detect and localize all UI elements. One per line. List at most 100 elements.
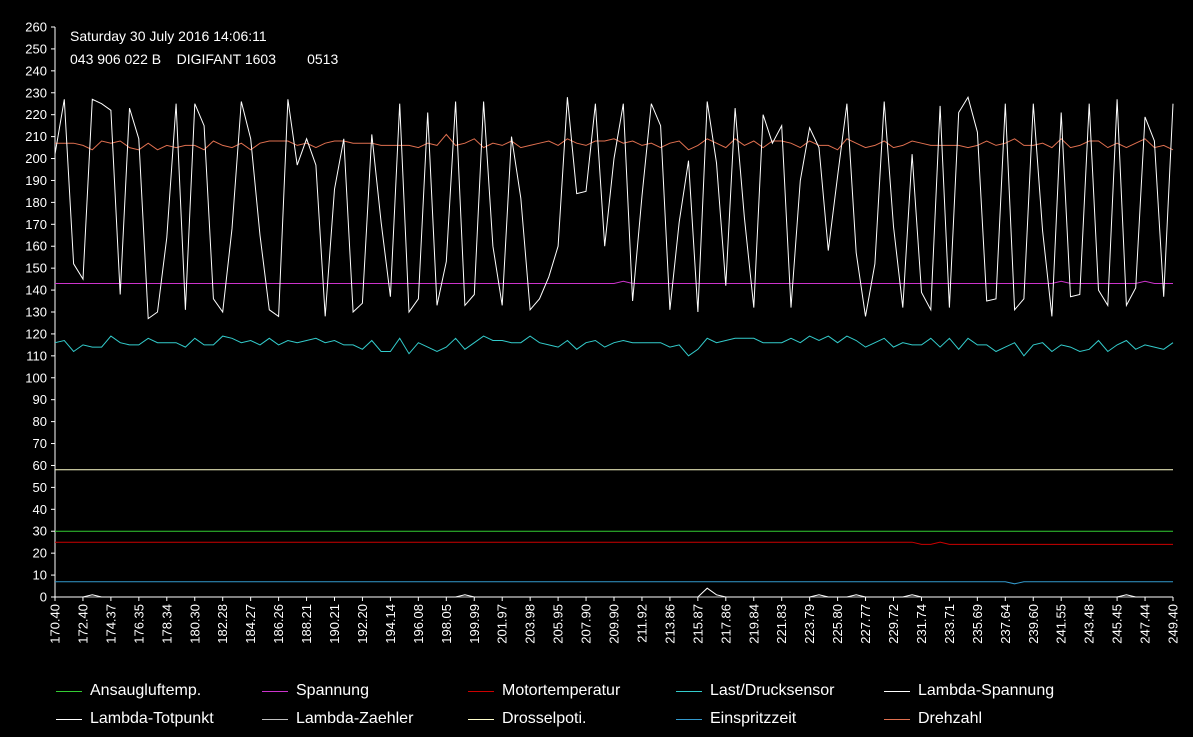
x-tick-label: 227.77 (858, 604, 873, 644)
series-line-einspritzzeit (55, 581, 1173, 585)
y-tick-label: 0 (40, 590, 47, 605)
x-tick-label: 184.27 (243, 604, 258, 644)
x-tick-label: 249.40 (1166, 604, 1181, 644)
legend-item-drosselpoti: Drosselpoti. (468, 710, 586, 728)
legend-swatch (56, 690, 82, 692)
legend-label: Last/Drucksensor (710, 682, 835, 699)
x-tick-label: 231.74 (914, 604, 929, 644)
x-tick-label: 201.97 (495, 604, 510, 644)
x-tick-label: 205.95 (551, 604, 566, 644)
x-tick-label: 233.71 (942, 604, 957, 644)
legend: Ansaugluftemp. Spannung Motortemperatur … (0, 676, 1193, 737)
legend-swatch (262, 690, 288, 692)
series-line-drehzahl (55, 133, 1174, 151)
x-tick-label: 221.83 (774, 604, 789, 644)
legend-item-motortemperatur: Motortemperatur (468, 682, 620, 700)
legend-item-lambda-zaehler: Lambda-Zaehler (262, 710, 413, 728)
y-tick-label: 200 (25, 151, 47, 166)
x-tick-label: 203.98 (523, 604, 538, 644)
legend-label: Ansaugluftemp. (90, 682, 202, 699)
legend-item-drehzahl: Drehzahl (884, 710, 982, 728)
legend-item-last-drucksensor: Last/Drucksensor (676, 682, 835, 700)
legend-swatch (468, 718, 494, 720)
x-axis-ticks: 170.40 172.40 174.37 176.35 178.34 180.30 182.… (48, 597, 1181, 644)
y-tick-label: 50 (33, 480, 47, 495)
y-tick-label: 260 (25, 20, 47, 35)
y-tick-label: 40 (33, 502, 47, 517)
legend-swatch (884, 690, 910, 692)
x-tick-label: 213.86 (662, 604, 677, 644)
y-tick-label: 160 (25, 239, 47, 254)
y-tick-label: 230 (25, 85, 47, 100)
legend-label: Lambda-Zaehler (296, 710, 414, 727)
x-tick-label: 243.48 (1082, 604, 1097, 644)
legend-label: Lambda-Spannung (918, 682, 1055, 699)
x-tick-label: 198.05 (439, 604, 454, 644)
x-tick-label: 211.92 (634, 604, 649, 643)
series-line-spannung (55, 280, 1173, 284)
y-tick-label: 190 (25, 173, 47, 188)
x-tick-label: 239.60 (1026, 604, 1041, 644)
x-tick-label: 172.40 (75, 604, 90, 644)
x-tick-label: 176.35 (131, 604, 146, 644)
x-tick-label: 186.26 (271, 604, 286, 644)
y-tick-label: 120 (25, 326, 47, 341)
x-tick-label: 207.90 (579, 604, 594, 644)
y-tick-label: 70 (33, 436, 47, 451)
legend-item-spannung: Spannung (262, 682, 369, 700)
x-tick-label: 217.86 (718, 604, 733, 644)
legend-label: Spannung (296, 682, 369, 699)
legend-swatch (884, 718, 910, 720)
y-axis-ticks: 0 10 20 30 40 50 60 70 80 90 100 110 120 130 140 150 160… (25, 20, 55, 605)
y-tick-label: 30 (33, 524, 47, 539)
y-tick-label: 170 (25, 217, 47, 232)
legend-swatch (468, 690, 494, 692)
legend-label: Motortemperatur (502, 682, 621, 699)
legend-item-ansaugluftemp: Ansaugluftemp. (56, 682, 201, 700)
series-lines (54, 95, 1174, 598)
x-tick-label: 199.99 (467, 604, 482, 644)
legend-swatch (262, 718, 288, 720)
x-tick-label: 170.40 (48, 604, 63, 644)
x-tick-label: 237.64 (998, 604, 1013, 644)
legend-swatch (56, 718, 82, 720)
series-line-motortemperatur (55, 541, 1173, 545)
legend-item-einspritzzeit: Einspritzzeit (676, 710, 796, 728)
y-tick-label: 90 (33, 392, 47, 407)
y-tick-label: 140 (25, 283, 47, 298)
x-tick-label: 225.80 (830, 604, 845, 644)
y-tick-label: 240 (25, 63, 47, 78)
x-tick-label: 241.55 (1054, 604, 1069, 644)
x-tick-label: 215.87 (690, 604, 705, 644)
x-tick-label: 209.90 (607, 604, 622, 644)
x-tick-label: 229.72 (886, 604, 901, 644)
legend-item-lambda-spannung: Lambda-Spannung (884, 682, 1054, 700)
series-line-last-drucksensor (54, 335, 1174, 357)
legend-label: Drosselpoti. (502, 710, 587, 727)
y-tick-label: 60 (33, 458, 47, 473)
y-tick-label: 210 (25, 129, 47, 144)
x-tick-label: 182.28 (215, 604, 230, 644)
x-tick-label: 192.20 (355, 604, 370, 644)
legend-swatch (676, 690, 702, 692)
x-tick-label: 180.30 (187, 604, 202, 644)
y-tick-label: 150 (25, 261, 47, 276)
series-line-lambda-totpunkt (55, 587, 1173, 598)
y-tick-label: 100 (25, 370, 47, 385)
legend-swatch (676, 718, 702, 720)
x-tick-label: 190.21 (327, 604, 342, 644)
y-tick-label: 130 (25, 305, 47, 320)
legend-item-lambda-totpunkt: Lambda-Totpunkt (56, 710, 214, 728)
y-tick-label: 80 (33, 414, 47, 429)
y-tick-label: 220 (25, 107, 47, 122)
y-tick-label: 20 (33, 546, 47, 561)
y-tick-label: 110 (26, 348, 47, 363)
legend-label: Einspritzzeit (710, 710, 797, 727)
chart-header-ecu: 043 906 022 B DIGIFANT 1603 0513 (70, 51, 339, 67)
x-tick-label: 219.84 (746, 604, 761, 644)
x-tick-label: 196.08 (411, 604, 426, 644)
legend-label: Drehzahl (918, 710, 983, 727)
legend-label: Lambda-Totpunkt (90, 710, 214, 727)
x-tick-label: 247.44 (1138, 604, 1153, 644)
x-tick-label: 178.34 (159, 604, 174, 644)
